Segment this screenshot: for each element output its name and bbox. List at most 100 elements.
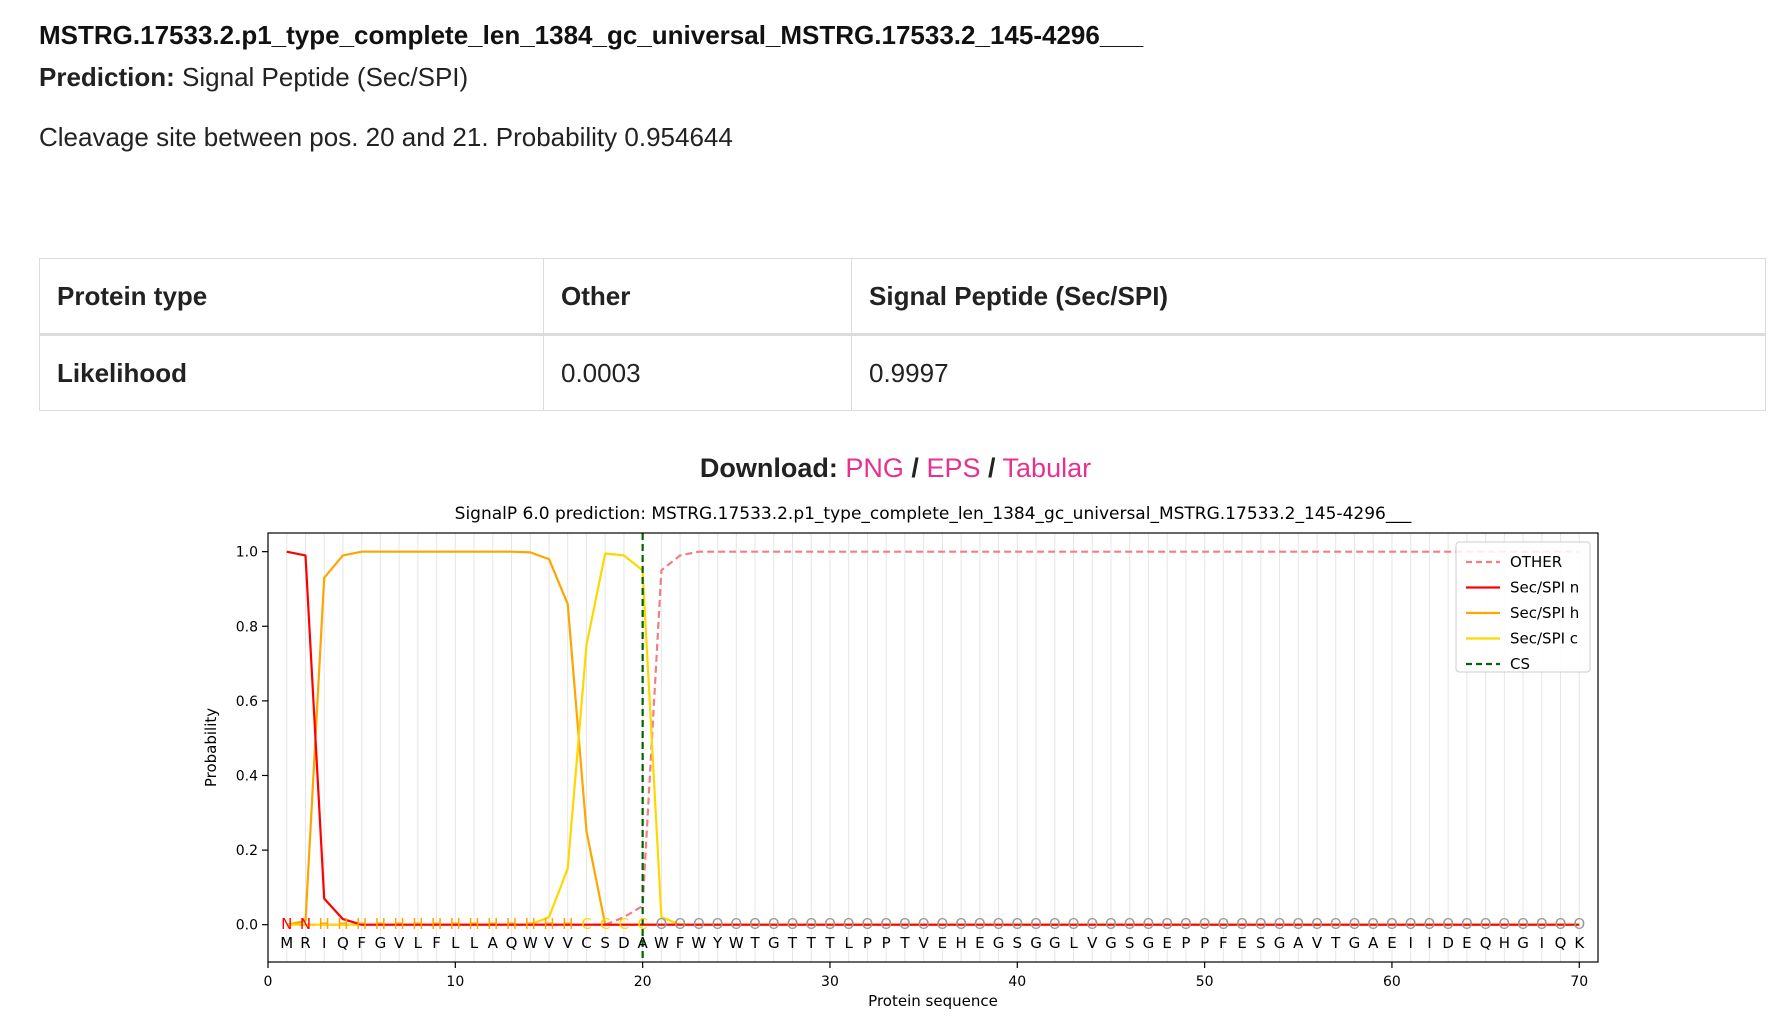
- download-png-link[interactable]: PNG: [845, 453, 904, 483]
- residue-label: I: [1540, 934, 1544, 952]
- residue-label: C: [581, 934, 591, 952]
- y-tick-label: 0.4: [236, 768, 258, 784]
- y-tick-label: 0.6: [236, 694, 258, 710]
- region-label: C: [600, 915, 610, 933]
- residue-label: V: [394, 934, 405, 952]
- y-axis-label: Probability: [202, 708, 220, 787]
- region-label: O: [824, 915, 836, 933]
- region-label: O: [1292, 915, 1304, 933]
- region-label: O: [1030, 915, 1042, 933]
- residue-label: V: [1312, 934, 1323, 952]
- residue-label: A: [638, 934, 649, 952]
- x-tick-label: 70: [1570, 974, 1588, 990]
- residue-label: G: [1274, 934, 1286, 952]
- sequence-name: MSTRG.17533.2.p1_type_complete_len_1384_…: [39, 20, 1144, 50]
- region-label: H: [543, 915, 554, 933]
- region-label: O: [1124, 915, 1136, 933]
- legend-label: Sec/SPI h: [1510, 604, 1579, 622]
- region-label: O: [1517, 915, 1529, 933]
- residue-label: S: [1125, 934, 1135, 952]
- residue-label: D: [618, 934, 630, 952]
- region-label: O: [1180, 915, 1192, 933]
- residue-label: I: [1408, 934, 1412, 952]
- region-label: H: [393, 915, 404, 933]
- region-label: O: [805, 915, 817, 933]
- residue-label: G: [1030, 934, 1042, 952]
- legend-label: CS: [1510, 655, 1530, 673]
- residue-label: T: [824, 934, 835, 952]
- region-label: H: [375, 915, 386, 933]
- region-label: O: [1536, 915, 1548, 933]
- region-label: O: [1049, 915, 1061, 933]
- series-line-sec-spi-h: [286, 550, 1580, 926]
- region-label: O: [1161, 915, 1173, 933]
- residue-label: G: [1143, 934, 1155, 952]
- residue-label: W: [523, 934, 538, 952]
- region-label: O: [712, 915, 724, 933]
- residue-label: Q: [1480, 934, 1492, 952]
- legend-label: OTHER: [1510, 553, 1562, 571]
- region-label: O: [880, 915, 892, 933]
- region-label: H: [487, 915, 498, 933]
- download-eps-link[interactable]: EPS: [926, 453, 981, 483]
- residue-label: V: [563, 934, 574, 952]
- region-label: H: [337, 915, 348, 933]
- region-label: O: [955, 915, 967, 933]
- region-label: O: [1255, 915, 1267, 933]
- residue-label: P: [1181, 934, 1190, 952]
- residue-label: T: [1330, 934, 1341, 952]
- table-cell: 0.9997: [851, 334, 1766, 411]
- residue-label: E: [938, 934, 947, 952]
- region-label: O: [993, 915, 1005, 933]
- series-line-sec-spi-c: [286, 552, 1580, 926]
- residue-label: E: [1387, 934, 1396, 952]
- download-tabular-link[interactable]: Tabular: [1002, 453, 1092, 483]
- region-label: O: [1011, 915, 1023, 933]
- x-tick-label: 10: [446, 974, 464, 990]
- region-label: O: [1105, 915, 1117, 933]
- series-line-other: [286, 550, 1580, 926]
- prediction-line: Prediction: Signal Peptide (Sec/SPI): [39, 62, 468, 93]
- region-label: O: [1424, 915, 1436, 933]
- residue-label: D: [1442, 934, 1454, 952]
- residue-label: L: [414, 934, 423, 952]
- prediction-label: Prediction:: [39, 62, 175, 92]
- region-label: O: [1349, 915, 1361, 933]
- residue-label: G: [1349, 934, 1361, 952]
- region-label: H: [356, 915, 367, 933]
- residue-label: G: [993, 934, 1005, 952]
- y-tick-label: 1.0: [236, 545, 258, 561]
- region-label: O: [1461, 915, 1473, 933]
- residue-label: L: [845, 934, 854, 952]
- region-label: O: [1311, 915, 1323, 933]
- residue-label: V: [919, 934, 930, 952]
- residue-label: M: [280, 934, 293, 952]
- download-separator: /: [911, 453, 919, 483]
- region-label: O: [787, 915, 799, 933]
- region-label: O: [1086, 915, 1098, 933]
- table-cell-label: Likelihood: [39, 334, 544, 411]
- table-cell: 0.0003: [543, 334, 852, 411]
- residue-label: Y: [712, 934, 723, 952]
- residue-label: G: [768, 934, 780, 952]
- residue-label: V: [544, 934, 555, 952]
- y-tick-label: 0.2: [236, 843, 258, 859]
- region-label: O: [749, 915, 761, 933]
- residue-label: H: [955, 934, 966, 952]
- region-label: H: [506, 915, 517, 933]
- residue-label: S: [1013, 934, 1023, 952]
- residue-label: S: [1256, 934, 1266, 952]
- region-label: O: [1555, 915, 1567, 933]
- series-line-sec-spi-n: [286, 550, 1580, 926]
- region-label: O: [768, 915, 780, 933]
- region-label: O: [693, 915, 705, 933]
- region-label: O: [1405, 915, 1417, 933]
- region-label: C: [581, 915, 591, 933]
- table-header-cell: Protein type: [39, 258, 544, 336]
- x-tick-label: 60: [1383, 974, 1401, 990]
- region-label: O: [974, 915, 986, 933]
- residue-label: G: [1049, 934, 1061, 952]
- residue-label: L: [1069, 934, 1078, 952]
- x-tick-label: 50: [1196, 974, 1214, 990]
- residue-label: G: [1517, 934, 1529, 952]
